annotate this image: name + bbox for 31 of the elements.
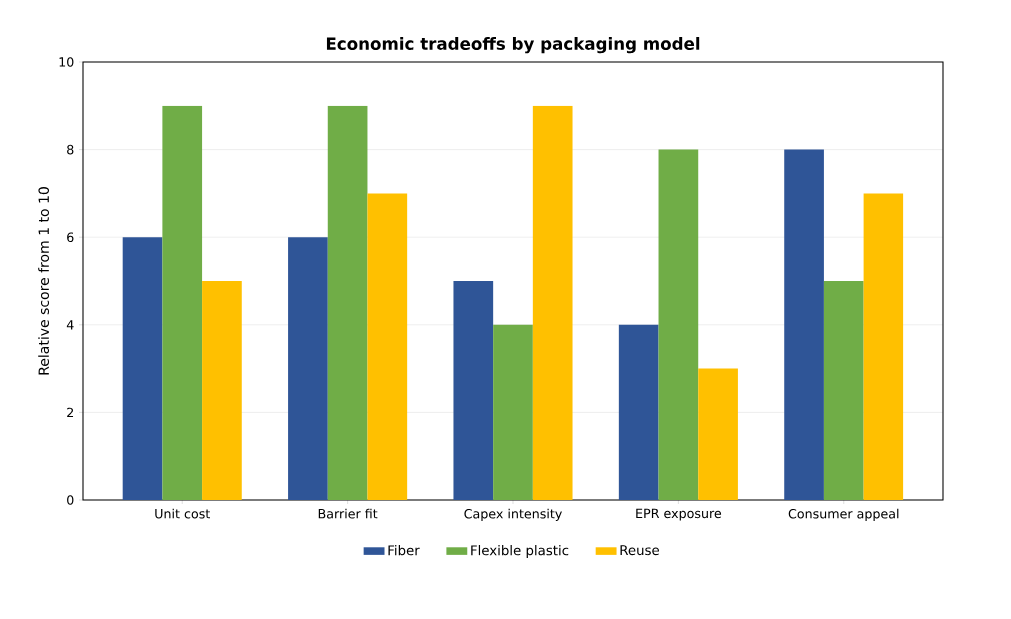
y-tick-label: 4 xyxy=(66,320,74,330)
x-tick-label: Unit cost xyxy=(155,508,210,519)
y-tick-label: 8 xyxy=(67,144,74,155)
bar xyxy=(618,324,659,500)
x-tick-label: Barrier fit xyxy=(318,508,378,519)
bar xyxy=(863,193,904,500)
bar xyxy=(658,149,699,500)
bar xyxy=(493,324,533,500)
bar xyxy=(784,149,824,500)
bar xyxy=(288,237,328,500)
legend-label: Flexible plastic xyxy=(471,545,569,558)
bar xyxy=(698,368,738,500)
bar xyxy=(823,281,864,500)
y-tick-label: 6 xyxy=(67,232,74,242)
bar xyxy=(122,237,163,500)
y-tick-label: 10 xyxy=(59,57,74,67)
y-axis-title: Relative score from 1 to 10 xyxy=(38,187,50,375)
legend-label: Reuse xyxy=(620,545,659,556)
y-tick-label: 0 xyxy=(67,495,74,505)
chart-title: Economic tradeoffs by packaging model xyxy=(326,37,700,54)
x-tick-label: Capex intensity xyxy=(464,508,562,521)
bar xyxy=(367,193,408,500)
bar xyxy=(202,281,242,500)
bar xyxy=(532,105,573,500)
bar xyxy=(453,281,494,500)
x-tick-label: EPR exposure xyxy=(636,508,722,521)
legend-label: Fiber xyxy=(388,545,420,556)
x-tick-label: Consumer appeal xyxy=(788,508,899,521)
bar xyxy=(327,105,368,500)
y-tick-label: 2 xyxy=(67,407,74,418)
bar xyxy=(162,105,203,500)
